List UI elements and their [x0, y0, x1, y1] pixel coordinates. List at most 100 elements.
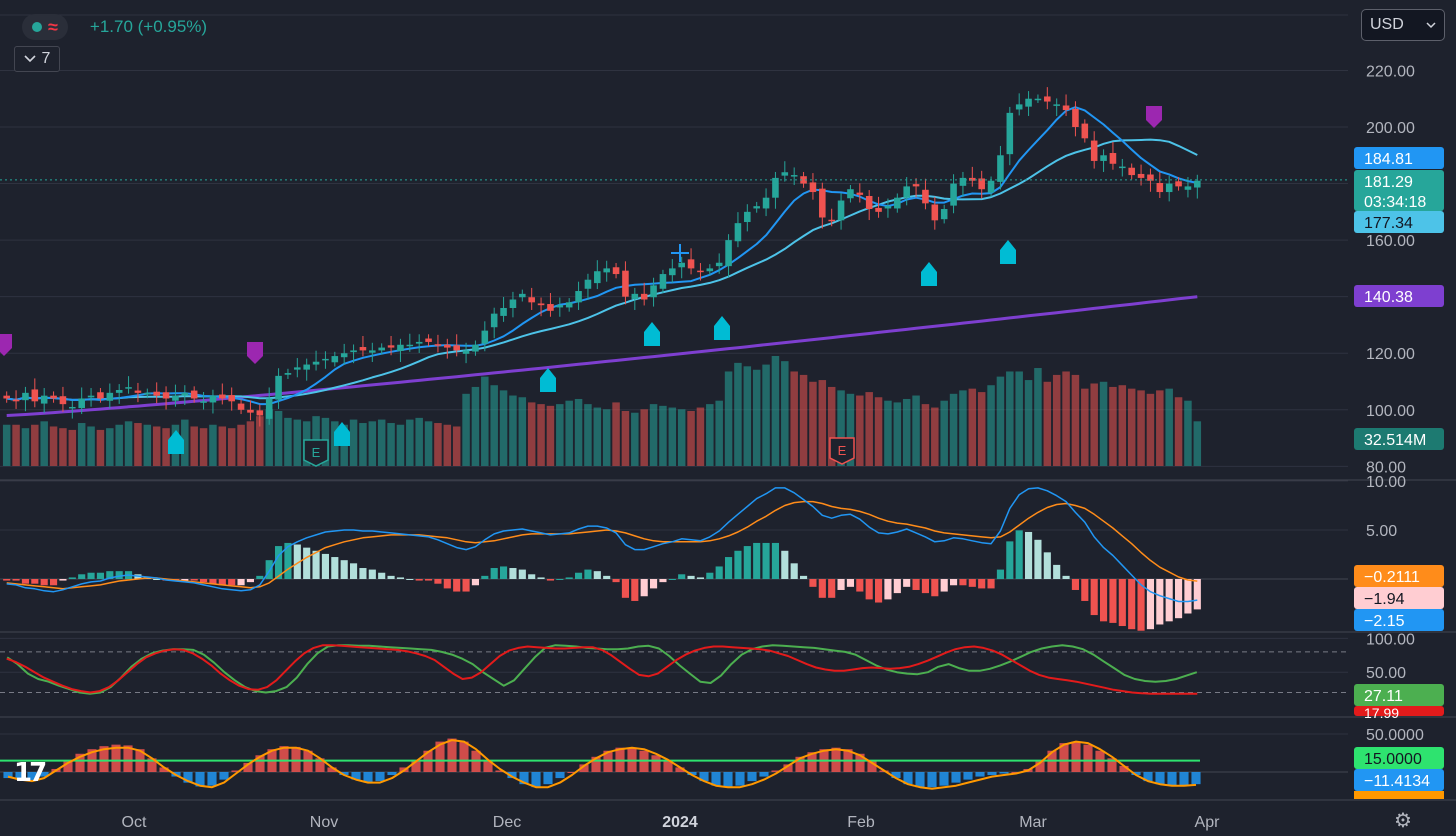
candle-body [809, 182, 817, 193]
osc-histogram-bar [147, 758, 157, 772]
macd-histogram-bar [275, 546, 283, 579]
candle-body [350, 350, 357, 353]
osc-histogram-bar [675, 767, 685, 772]
macd-histogram-bar [265, 560, 273, 579]
tradingview-logo[interactable]: 17 [14, 758, 47, 788]
macd-histogram-bar [1137, 579, 1145, 631]
macd-histogram-bar [406, 579, 414, 580]
candle-body [415, 341, 423, 344]
macd-histogram-bar [153, 579, 161, 580]
macd-histogram-bar [818, 579, 826, 598]
candle-body [378, 347, 385, 351]
macd-histogram-bar [1025, 531, 1033, 579]
macd-histogram-bar [659, 579, 667, 583]
volume-bar [527, 402, 536, 466]
volume-bar [406, 419, 414, 466]
osc-histogram-bar [867, 761, 877, 772]
volume-bar [574, 398, 583, 466]
volume-bar [368, 421, 377, 466]
status-pill[interactable]: ≈ [22, 14, 68, 40]
volume-bar [134, 423, 142, 466]
macd-histogram-bar [593, 571, 601, 579]
osc-histogram-bar [123, 745, 133, 772]
macd-histogram-bar [1090, 579, 1098, 616]
collapse-indicators-button[interactable]: 7 [14, 46, 60, 72]
osc-histogram-bar [855, 753, 865, 772]
macd-histogram-bar [856, 579, 864, 592]
osc-histogram-bar [111, 744, 121, 772]
candle-body [931, 204, 939, 221]
volume-bar [424, 421, 433, 466]
macd-histogram-bar [1043, 552, 1051, 579]
macd-histogram-bar [762, 542, 770, 579]
volume-bar [546, 405, 555, 466]
macd-axis-tick: 10.00 [1366, 474, 1406, 491]
volume-bar [1156, 390, 1164, 466]
volume-bar [359, 423, 367, 466]
volume-bar [1174, 397, 1183, 466]
volume-bar [1193, 421, 1202, 466]
candle-body [715, 262, 723, 267]
candle-body [659, 274, 667, 289]
macd-histogram-bar [40, 579, 48, 586]
candle-body [247, 409, 254, 413]
macd-histogram-bar [12, 579, 20, 581]
volume-bar [640, 409, 648, 466]
volume-bar [837, 390, 845, 466]
volume-bar [87, 426, 95, 466]
osc-value-tag: −11.4134 [1364, 773, 1430, 790]
macd-histogram-bar [31, 579, 39, 584]
candle-body [462, 350, 470, 354]
macd-histogram-bar [50, 579, 58, 586]
volume-bar [2, 424, 11, 466]
td-flag-icon [1146, 106, 1162, 128]
macd-histogram-bar [1071, 579, 1079, 590]
osc-value-tag-bg [1354, 769, 1444, 791]
volume-bar [612, 402, 620, 466]
osc-histogram-bar [483, 761, 493, 772]
candle-body [472, 344, 479, 352]
macd-histogram-bar [350, 563, 358, 579]
macd-histogram-bar [912, 579, 920, 590]
volume-bar [499, 390, 508, 466]
settings-gear-icon[interactable]: ⚙ [1394, 810, 1412, 832]
volume-bar [481, 376, 489, 466]
macd-histogram-bar [368, 569, 376, 579]
candle-body [322, 358, 329, 361]
wave-icon: ≈ [48, 17, 58, 37]
stoch-d-line [6, 644, 1198, 695]
macd-histogram-bar [537, 577, 545, 579]
volume-bar [799, 374, 808, 466]
currency-select[interactable]: USD [1361, 9, 1445, 41]
macd-histogram-bar [556, 579, 564, 580]
stoch-d-tag-bg [1354, 706, 1444, 716]
volume-tag: 32.514M [1364, 432, 1426, 449]
osc-histogram-bar [915, 772, 925, 788]
osc-histogram-bar [963, 772, 973, 780]
volume-bar [762, 364, 770, 466]
stoch-d-tag: 17.99 [1364, 705, 1399, 721]
candle-body [1062, 105, 1070, 111]
volume-bar [781, 361, 789, 466]
volume-bar [1184, 400, 1192, 466]
macd-histogram-bar [1118, 579, 1126, 627]
osc-histogram-bar [507, 772, 517, 779]
macd-histogram-bar [340, 560, 348, 579]
last-price-tag: 181.29 [1364, 174, 1413, 191]
volume-bar [349, 419, 358, 466]
earnings-label: E [838, 443, 847, 458]
macd-histogram-bar [331, 557, 339, 579]
chevron-down-icon [1426, 21, 1436, 28]
macd-histogram-bar [115, 571, 123, 579]
macd-histogram-bar [1175, 579, 1183, 619]
macd-histogram-bar [106, 571, 114, 579]
osc-histogram-bar [207, 772, 217, 786]
osc-histogram-bar [375, 772, 385, 782]
osc-histogram-bar [195, 772, 205, 787]
osc-histogram-bar [747, 772, 757, 782]
macd-histogram-bar [256, 575, 264, 579]
osc-histogram-bar [1107, 758, 1117, 772]
setup-arrow-icon [334, 422, 350, 446]
volume-bar [968, 388, 977, 466]
